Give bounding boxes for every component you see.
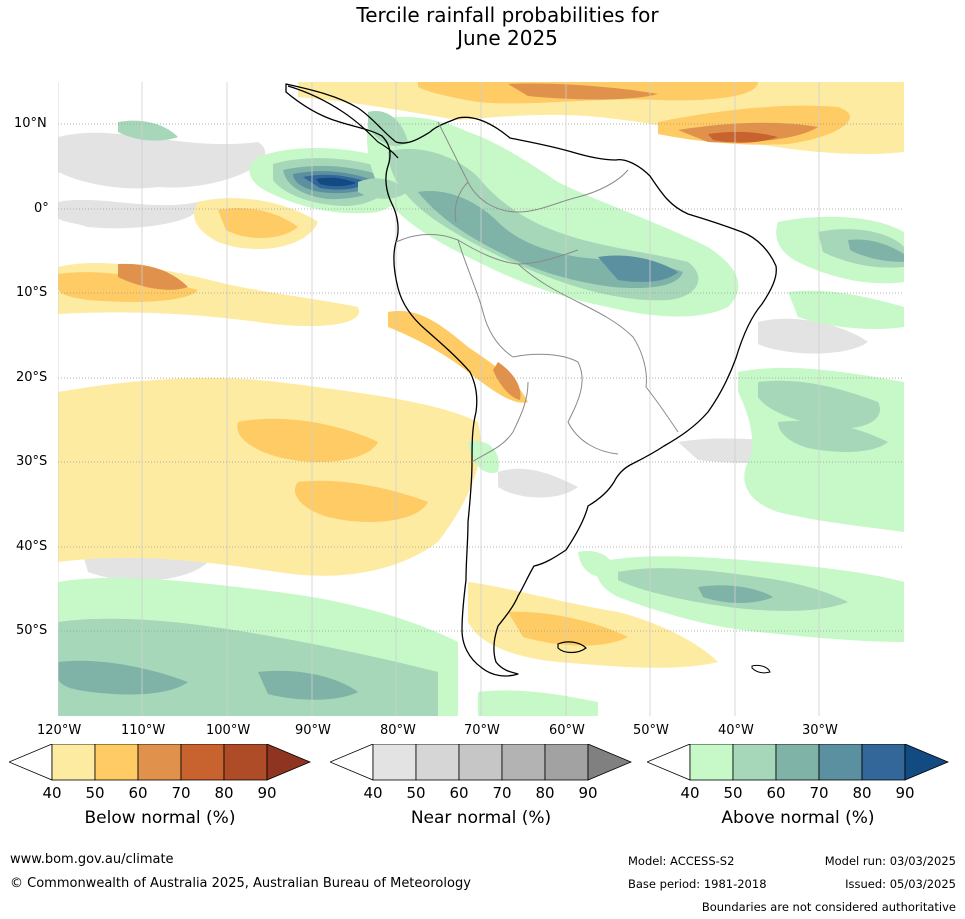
south-america-coastline bbox=[285, 83, 777, 677]
lat-label-0: 0° bbox=[34, 201, 49, 216]
lon-label-30w: 30°W bbox=[802, 723, 838, 738]
above-normal-low-arrow bbox=[647, 744, 691, 781]
near-normal-swatch-40-50 bbox=[372, 744, 417, 781]
below-normal-tick-70: 70 bbox=[171, 784, 191, 802]
bom-url: www.bom.gov.au/climate bbox=[10, 852, 174, 867]
below-normal-title: Below normal (%) bbox=[84, 808, 236, 828]
near-normal-tick-90: 90 bbox=[578, 784, 598, 802]
above-normal-swatch-70-80 bbox=[818, 744, 863, 781]
lat-label-20s: 20°S bbox=[16, 370, 48, 385]
above-normal-swatch-60-70 bbox=[775, 744, 820, 781]
below-normal-low-arrow bbox=[9, 744, 53, 781]
near-normal-high-arrow bbox=[587, 744, 632, 781]
below-normal-high-arrow bbox=[266, 744, 311, 781]
lon-label-60w: 60°W bbox=[549, 723, 585, 738]
lon-label-100w: 100°W bbox=[206, 723, 251, 738]
near-normal-tick-70: 70 bbox=[492, 784, 512, 802]
above-normal-tick-60: 60 bbox=[766, 784, 786, 802]
model-name: Model: ACCESS-S2 bbox=[628, 854, 735, 868]
lat-label-10n: 10°N bbox=[14, 116, 47, 131]
lat-label-10s: 10°S bbox=[16, 285, 48, 300]
near-normal-tick-60: 60 bbox=[449, 784, 469, 802]
above-normal-swatch-80-90 bbox=[861, 744, 906, 781]
central-america-coast bbox=[287, 85, 399, 159]
below-normal-swatch-70-80 bbox=[180, 744, 225, 781]
boundary-disclaimer: Boundaries are not considered authoritat… bbox=[701, 900, 956, 914]
lon-label-110w: 110°W bbox=[121, 723, 166, 738]
lat-label-40s: 40°S bbox=[16, 539, 48, 554]
title-line-2: June 2025 bbox=[457, 26, 558, 50]
south-georgia-outline bbox=[751, 664, 771, 674]
near-normal-title: Near normal (%) bbox=[410, 808, 552, 828]
lon-label-40w: 40°W bbox=[718, 723, 754, 738]
model-run-date: Model run: 03/03/2025 bbox=[824, 854, 956, 868]
lon-label-50w: 50°W bbox=[633, 723, 669, 738]
below-normal-swatch-80-90 bbox=[223, 744, 268, 781]
below-normal-tick-60: 60 bbox=[128, 784, 148, 802]
below-normal-swatch-60-70 bbox=[137, 744, 182, 781]
below-normal-colorbar bbox=[9, 744, 311, 781]
lon-label-120w: 120°W bbox=[37, 723, 82, 738]
below-normal-swatch-40-50 bbox=[51, 744, 96, 781]
near-normal-swatch-80-90 bbox=[544, 744, 589, 781]
below-normal-swatch-50-60 bbox=[94, 744, 139, 781]
above-normal-tick-40: 40 bbox=[680, 784, 700, 802]
near-normal-swatch-70-80 bbox=[501, 744, 546, 781]
lat-label-30s: 30°S bbox=[16, 454, 48, 469]
map-title: Tercile rainfall probabilities for June … bbox=[0, 4, 965, 50]
probability-map bbox=[58, 82, 904, 716]
below-normal-tick-40: 40 bbox=[42, 784, 62, 802]
base-period: Base period: 1981-2018 bbox=[628, 877, 767, 891]
meridian-lines bbox=[58, 82, 820, 716]
lon-label-90w: 90°W bbox=[295, 723, 331, 738]
near-normal-tick-40: 40 bbox=[363, 784, 383, 802]
above-normal-title: Above normal (%) bbox=[721, 808, 875, 828]
above-normal-tick-90: 90 bbox=[895, 784, 915, 802]
near-normal-colorbar bbox=[330, 744, 632, 781]
falklands-outline bbox=[557, 641, 587, 654]
near-normal-tick-50: 50 bbox=[406, 784, 426, 802]
near-normal-low-arrow bbox=[330, 744, 374, 781]
above-normal-tick-50: 50 bbox=[723, 784, 743, 802]
below-normal-tick-50: 50 bbox=[85, 784, 105, 802]
copyright-notice: © Commonwealth of Australia 2025, Austra… bbox=[10, 876, 471, 891]
above-normal-high-arrow bbox=[904, 744, 949, 781]
above-normal-tick-80: 80 bbox=[852, 784, 872, 802]
near-normal-tick-80: 80 bbox=[535, 784, 555, 802]
lon-label-80w: 80°W bbox=[380, 723, 416, 738]
above-normal-tick-70: 70 bbox=[809, 784, 829, 802]
lat-label-50s: 50°S bbox=[16, 623, 48, 638]
near-normal-swatch-60-70 bbox=[458, 744, 503, 781]
above-normal-colorbar bbox=[647, 744, 949, 781]
below-normal-tick-90: 90 bbox=[257, 784, 277, 802]
below-normal-tick-80: 80 bbox=[214, 784, 234, 802]
near-normal-swatch-50-60 bbox=[415, 744, 460, 781]
above-normal-swatch-50-60 bbox=[732, 744, 777, 781]
above-normal-swatch-40-50 bbox=[689, 744, 734, 781]
title-line-1: Tercile rainfall probabilities for bbox=[356, 3, 659, 27]
country-borders bbox=[395, 121, 679, 463]
issued-date: Issued: 05/03/2025 bbox=[845, 877, 956, 891]
lon-label-70w: 70°W bbox=[464, 723, 500, 738]
